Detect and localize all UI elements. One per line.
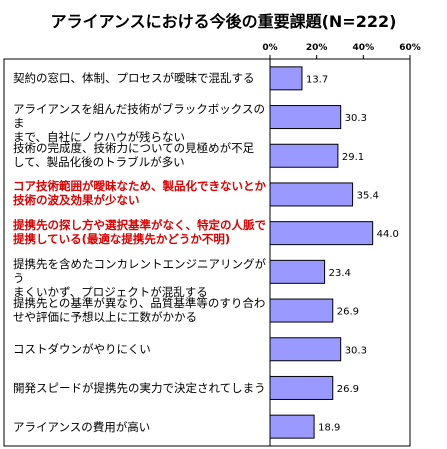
bar-value-label: 26.9 (337, 307, 359, 318)
bar-value-label: 35.4 (357, 190, 379, 201)
bar (269, 337, 342, 362)
category-label-line: アライアンスを組んだ技術がブラックボックスのま (13, 102, 265, 131)
bar-value-label: 30.3 (345, 345, 367, 356)
category-label-line: まくいかず、プロジェクトが混乱する (13, 284, 208, 299)
bar-value-label: 23.4 (329, 268, 351, 279)
bar (269, 182, 354, 207)
category-label-line: 提携先の探し方や選択基準がなく、特定の人脈で (13, 218, 266, 233)
category-label-line: コア技術範囲が曖昧なため、製品化できないとか (13, 179, 266, 194)
bar (269, 298, 334, 323)
chart-title: アライアンスにおける今後の重要課題(N=222) (50, 12, 397, 31)
category-label-line: 契約の窓口、体制、プロセスが曖昧で混乱する (13, 71, 255, 86)
bar (269, 143, 339, 168)
category-label: 契約の窓口、体制、プロセスが曖昧で混乱する (13, 71, 268, 85)
category-label-line: して、製品化後のトラブルが多い (13, 154, 185, 169)
bar (269, 66, 303, 91)
category-label: 提携先との基準が異なり、品質基準等のすり合わ せや評価に予想以上に工数がかかる (13, 296, 268, 324)
category-label-line: 開発スピードが提携先の実力で決定されてしまう (13, 380, 266, 395)
category-label-line: 技術の完成度、技術力についての見極めが不足 (13, 140, 255, 155)
category-label: アライアンスを組んだ技術がブラックボックスのま まで、自社にノウハウが残らない (13, 102, 268, 144)
bar-value-label: 44.0 (377, 229, 399, 240)
category-label-line: 提携している(最適な提携先かどうか不明) (13, 232, 231, 247)
x-tick-label: 20% (306, 43, 328, 53)
category-label-line: コストダウンがやりにくい (13, 342, 151, 357)
bar-value-label: 13.7 (306, 74, 328, 85)
bar (269, 414, 315, 439)
category-label: コア技術範囲が曖昧なため、製品化できないとか 技術の波及効果が少ない (13, 179, 268, 207)
bar (269, 259, 326, 284)
category-label: コストダウンがやりにくい (13, 342, 268, 356)
category-label: アライアンスの費用が高い (13, 420, 268, 434)
category-label-line: 提携先との基準が異なり、品質基準等のすり合わ (13, 295, 266, 310)
bar-value-label: 29.1 (342, 152, 364, 163)
x-axis-ticks: 0% 20% 40% 60% (262, 43, 421, 59)
bar-value-label: 30.3 (345, 113, 367, 124)
bar (269, 375, 334, 400)
bars (269, 66, 374, 439)
category-label-line: アライアンスの費用が高い (13, 419, 151, 434)
value-labels: 13.7 30.3 29.1 35.4 44.0 23.4 26.9 30.3 26.9 18.9 (306, 74, 399, 433)
category-label: 技術の完成度、技術力についての見極めが不足 して、製品化後のトラブルが多い (13, 141, 268, 169)
category-label: 開発スピードが提携先の実力で決定されてしまう (13, 381, 268, 395)
bar-value-label: 26.9 (337, 384, 359, 395)
plot-frame (3, 58, 411, 447)
bar (269, 221, 374, 246)
category-label-line: 提携先を含めたコンカレントエンジニアリングがう (13, 256, 266, 285)
category-label-line: せや評価に予想以上に工数がかかる (13, 309, 197, 324)
category-label-line: まで、自社にノウハウが残らない (13, 130, 186, 145)
bar (269, 105, 342, 130)
bar-value-label: 18.9 (318, 423, 340, 434)
x-tick-label: 40% (353, 43, 375, 53)
plot-area-border (269, 58, 411, 447)
x-tick-label: 60% (399, 43, 421, 53)
category-label-line: 技術の波及効果が少ない (13, 193, 140, 208)
category-label: 提携先の探し方や選択基準がなく、特定の人脈で 提携している(最適な提携先かどうか不… (13, 218, 268, 246)
category-label: 提携先を含めたコンカレントエンジニアリングがう まくいかず、プロジェクトが混乱する (13, 257, 268, 299)
x-tick-label: 0% (262, 43, 277, 53)
